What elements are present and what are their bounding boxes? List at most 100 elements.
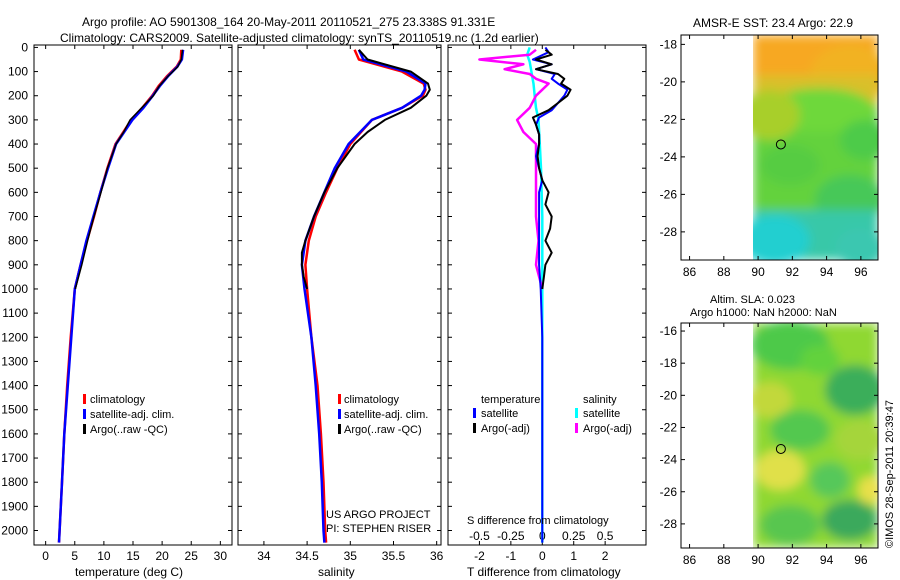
map-y-tick-label: -16 — [660, 324, 678, 338]
map-x-tick-label: 86 — [683, 553, 697, 567]
s-tick-label: 0.5 — [597, 529, 614, 543]
x-tick-label: 1 — [570, 549, 577, 563]
sla-map-subtitle: Argo h1000: NaN h2000: NaN — [690, 307, 837, 319]
temperature-legend: climatology satellite-adj. clim. Argo(..… — [83, 394, 174, 436]
map-y-tick-label: -22 — [660, 112, 678, 126]
map-y-tick-label: -22 — [660, 420, 678, 434]
map-y-tick-label: -18 — [660, 37, 678, 51]
x-tick-label: 20 — [155, 549, 169, 563]
series-line-temperature-argo-adj- — [531, 49, 572, 290]
depth-tick-label: 1200 — [1, 330, 28, 344]
map-y-tick-label: -24 — [660, 453, 678, 467]
legend-swatch-temp-argo — [473, 423, 476, 433]
x-tick-label: -2 — [474, 549, 485, 563]
temperature-series — [57, 49, 185, 543]
header-title-line2: Climatology: CARS2009. Satellite-adjuste… — [60, 31, 539, 45]
map-x-tick-label: 92 — [786, 553, 800, 567]
x-tick-label: 34 — [257, 549, 271, 563]
legend-label-satellite: satellite-adj. clim. — [344, 409, 428, 421]
sla-map-frame — [680, 322, 879, 549]
x-tick-label: -1 — [506, 549, 517, 563]
depth-tick-label: 600 — [8, 185, 28, 199]
legend-swatch-climatology — [338, 394, 341, 404]
series-line-argo-raw-qc- — [300, 49, 431, 290]
depth-tick-label: 900 — [8, 258, 28, 272]
map-x-tick-label: 94 — [820, 553, 834, 567]
legend-swatch-sal-argo — [575, 423, 578, 433]
depth-tick-label: 800 — [8, 234, 28, 248]
argo-position-marker — [775, 139, 786, 150]
temperature-x-ticks: 0 5 10 15 20 25 30 — [42, 45, 227, 563]
s-difference-label: S difference from climatology — [467, 515, 609, 527]
map-x-tick-label: 90 — [751, 553, 765, 567]
x-tick-label: 25 — [185, 549, 199, 563]
map-y-tick-label: -18 — [660, 356, 678, 370]
legend-label-sal-satellite: satellite — [583, 408, 620, 420]
difference-panel-frame — [447, 44, 647, 546]
legend-swatch-sal-satellite — [575, 408, 578, 418]
difference-series — [478, 46, 572, 543]
legend-label-climatology: climatology — [344, 394, 400, 406]
map-y-tick-label: -28 — [660, 225, 678, 239]
legend-label-argo: Argo(..raw -QC) — [344, 424, 422, 436]
depth-tick-label: 1900 — [1, 499, 28, 513]
depth-axis: 0 100 200 300 400 500 600 700 800 900 1000 1100 1200… — [1, 40, 646, 538]
x-tick-label: 36 — [430, 549, 444, 563]
legend-label-satellite: satellite-adj. clim. — [90, 409, 174, 421]
map-x-tick-label: 90 — [751, 265, 765, 279]
copyright-stamp: ©IMOS 28-Sep-2011 20:39:47 — [884, 400, 896, 548]
header-title-line1: Argo profile: AO 5901308_164 20-May-2011… — [82, 15, 495, 29]
legend-label-temp-satellite: satellite — [481, 408, 518, 420]
project-pi: PI: STEPHEN RISER — [326, 523, 431, 535]
map-y-tick-label: -20 — [660, 388, 678, 402]
depth-tick-label: 200 — [8, 89, 28, 103]
series-line-satellite-adj-clim- — [57, 49, 185, 543]
difference-legend: temperature salinity satellite Argo(-adj… — [473, 394, 632, 435]
x-tick-label: 0 — [539, 549, 546, 563]
salinity-series — [300, 49, 431, 543]
x-tick-label: 0 — [42, 549, 49, 563]
legend-swatch-argo — [338, 424, 341, 434]
legend-title-salinity: salinity — [583, 394, 617, 406]
depth-tick-label: 1800 — [1, 475, 28, 489]
s-tick-label: 0.25 — [562, 529, 586, 543]
x-tick-label: 15 — [126, 549, 140, 563]
project-name: US ARGO PROJECT — [326, 509, 431, 521]
x-tick-label: 35.5 — [382, 549, 406, 563]
legend-swatch-climatology — [83, 394, 86, 404]
map-y-tick-label: -24 — [660, 150, 678, 164]
temperature-xlabel: temperature (deg C) — [75, 565, 183, 579]
map-x-tick-label: 92 — [786, 265, 800, 279]
salinity-xlabel: salinity — [318, 565, 355, 579]
series-line-salinity-argo-adj- — [478, 48, 550, 290]
depth-tick-label: 1500 — [1, 403, 28, 417]
depth-tick-label: 1700 — [1, 451, 28, 465]
depth-tick-label: 1000 — [1, 282, 28, 296]
x-tick-label: 2 — [602, 549, 609, 563]
map-y-tick-label: -20 — [660, 75, 678, 89]
legend-swatch-argo — [83, 424, 86, 434]
depth-tick-label: 300 — [8, 113, 28, 127]
series-line-salinity-satellite — [525, 46, 544, 543]
legend-label-climatology: climatology — [90, 394, 146, 406]
map-x-tick-label: 88 — [717, 553, 731, 567]
map-y-tick-label: -26 — [660, 187, 678, 201]
legend-label-sal-argo: Argo(-adj) — [583, 423, 632, 435]
map-y-tick-label: -26 — [660, 485, 678, 499]
legend-label-argo: Argo(..raw -QC) — [90, 424, 168, 436]
legend-swatch-satellite — [83, 409, 86, 419]
s-tick-label: -0.25 — [497, 529, 525, 543]
depth-tick-label: 1600 — [1, 427, 28, 441]
map-x-tick-label: 96 — [854, 553, 868, 567]
series-line-climatology — [57, 49, 183, 543]
legend-swatch-satellite — [338, 409, 341, 419]
x-tick-label: 10 — [97, 549, 111, 563]
depth-tick-label: 1300 — [1, 354, 28, 368]
depth-tick-label: 500 — [8, 161, 28, 175]
depth-tick-label: 400 — [8, 137, 28, 151]
series-line-temperature-satellite — [531, 46, 569, 543]
x-tick-label: 35 — [344, 549, 358, 563]
sst-map-ticks: 86 88 90 92 94 96 -18 -20 -22 -24 -26 -28 — [660, 35, 878, 279]
sla-map-ticks: 86 88 90 92 94 96 -16 -18 -20 -22 -24 -26 -28 — [660, 323, 878, 567]
map-x-tick-label: 94 — [820, 265, 834, 279]
